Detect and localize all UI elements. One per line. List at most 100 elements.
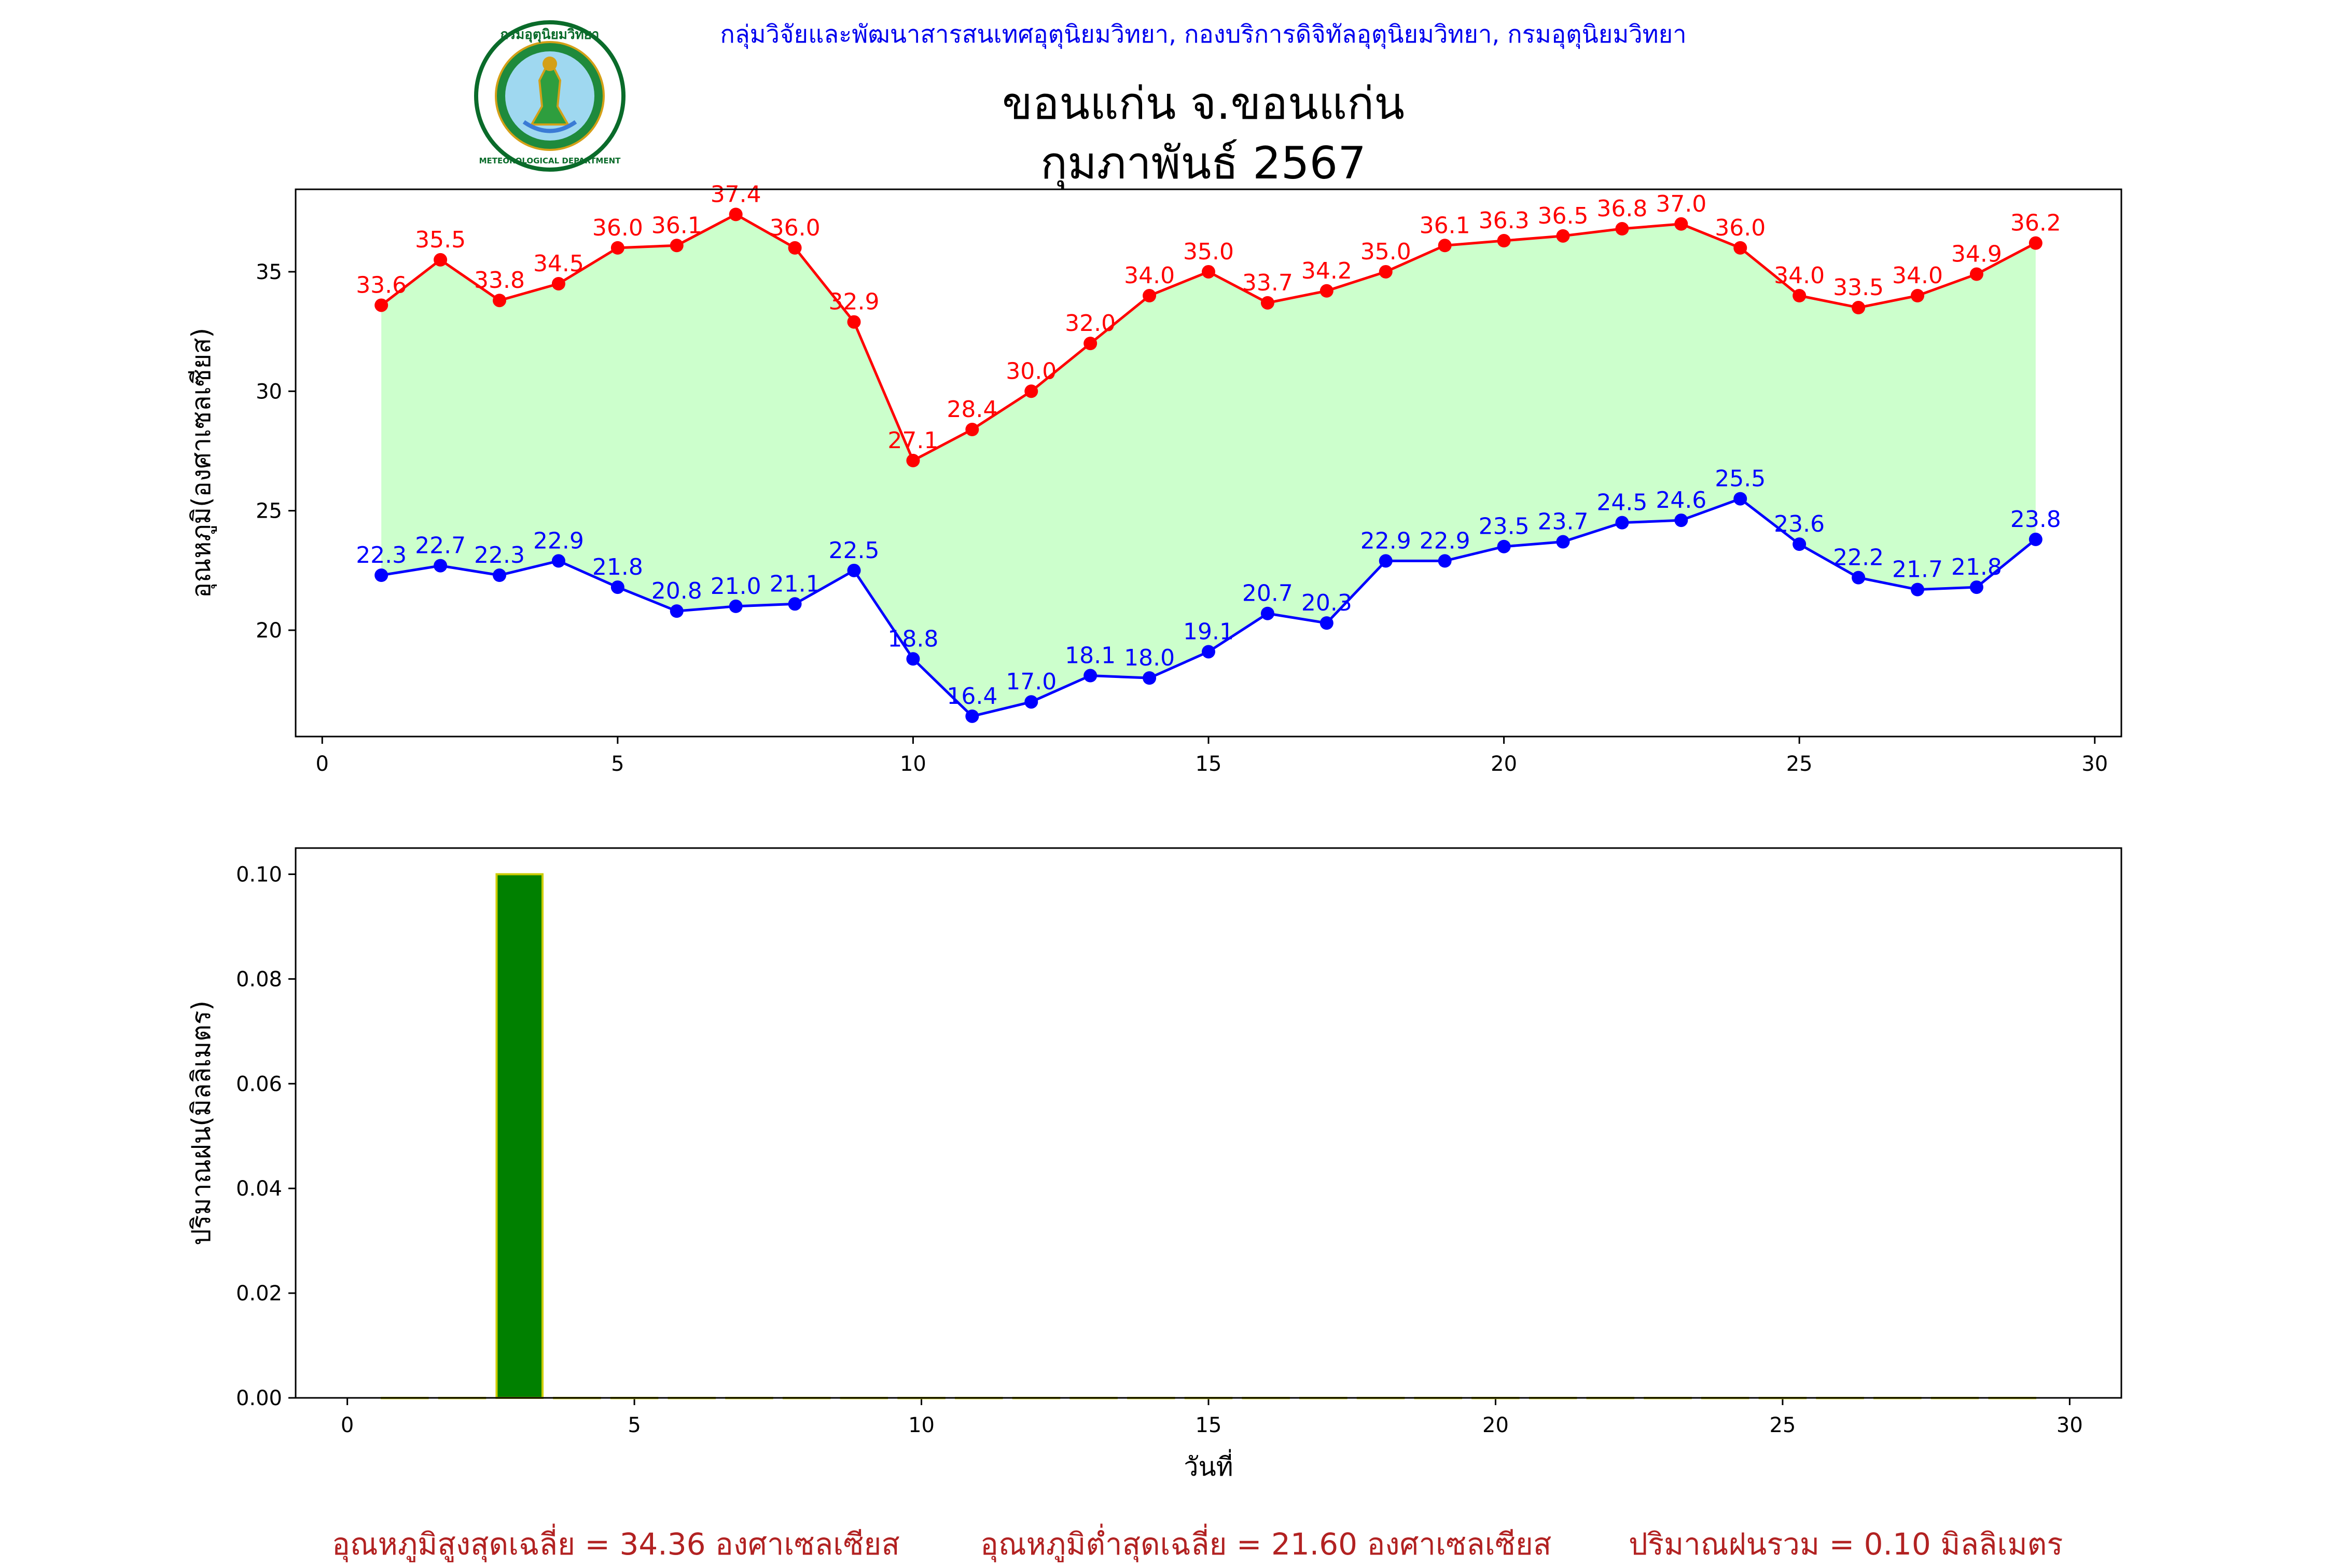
x-tick-label: 15: [1196, 1413, 1222, 1437]
x-tick-label: 0: [341, 1413, 354, 1437]
min-temp-point: [1497, 539, 1511, 553]
min-temp-label: 21.8: [1951, 554, 2002, 580]
y-tick-label: 35: [256, 260, 282, 284]
max-temp-point: [1793, 289, 1807, 303]
min-temp-label: 17.0: [1006, 669, 1057, 695]
summary-bar: อุณหภูมิสูงสุดเฉลี่ย = 34.36 องศาเซลเซีย…: [0, 1520, 2334, 1562]
y-tick-label: 0.06: [236, 1072, 282, 1096]
min-temp-point: [1083, 669, 1097, 683]
temperature-range-fill: [381, 214, 2036, 716]
max-temp-label: 33.6: [356, 272, 407, 298]
x-tick-label: 10: [900, 752, 926, 776]
max-temp-point: [1852, 301, 1866, 315]
max-temp-point: [847, 315, 861, 329]
min-temp-label: 23.6: [1774, 511, 1825, 537]
min-temp-point: [610, 580, 624, 594]
max-temp-point: [965, 423, 979, 437]
x-tick-label: 10: [908, 1413, 935, 1437]
max-temp-point: [1615, 222, 1629, 236]
min-temp-point: [788, 597, 802, 611]
max-temp-point: [1910, 289, 1924, 303]
min-temp-point: [1852, 571, 1866, 585]
svg-text:กรมอุตุนิยมวิทยา: กรมอุตุนิยมวิทยา: [500, 27, 599, 43]
max-temp-point: [1260, 296, 1274, 310]
max-temp-point: [610, 241, 624, 255]
max-temp-point: [1083, 337, 1097, 351]
max-temp-point: [493, 294, 507, 308]
max-temp-point: [1556, 229, 1570, 243]
min-temp-point: [1674, 514, 1688, 528]
total-rainfall: ปริมาณฝนรวม = 0.10 มิลลิเมตร: [1629, 1527, 2063, 1562]
min-temp-point: [1556, 535, 1570, 549]
max-temp-point: [1143, 289, 1157, 303]
temperature-plot-frame: [295, 188, 2122, 738]
max-temp-label: 36.0: [770, 215, 821, 241]
min-temp-point: [493, 568, 507, 582]
organization-line: กลุ่มวิจัยและพัฒนาสารสนเทศอุตุนิยมวิทยา,…: [720, 20, 1687, 49]
max-temp-label: 34.0: [1774, 262, 1825, 289]
y-tick-label: 0.00: [236, 1386, 282, 1410]
max-temp-label: 32.9: [829, 289, 880, 315]
svg-text:METEOROLOGICAL DEPARTMENT: METEOROLOGICAL DEPARTMENT: [479, 156, 621, 165]
max-temp-point: [729, 207, 743, 221]
max-temp-label: 34.9: [1951, 241, 2002, 268]
min-temp-point: [670, 604, 684, 618]
y-axis-label: ปริมาณฝน(มิลลิเมตร): [186, 1001, 216, 1245]
x-tick-label: 30: [2081, 752, 2108, 776]
max-temp-label: 36.5: [1538, 203, 1589, 229]
min-temp-point: [1438, 554, 1452, 568]
min-temp-label: 22.5: [829, 537, 880, 564]
x-axis-label: วันที่: [1184, 1449, 1233, 1482]
max-temp-label: 35.0: [1360, 239, 1411, 265]
max-temp-label: 35.0: [1183, 239, 1234, 265]
max-temp-label: 36.2: [2010, 210, 2061, 237]
min-temp-point: [965, 709, 979, 723]
max-temp-label: 36.8: [1596, 196, 1647, 222]
x-tick-label: 25: [1769, 1413, 1796, 1437]
min-temp-label: 25.5: [1715, 466, 1766, 492]
rain-bar: [495, 873, 544, 1399]
min-temp-point: [1143, 671, 1157, 685]
station-title: ขอนแก่น จ.ขอนแก่น: [1002, 78, 1405, 130]
y-tick-label: 0.02: [236, 1282, 282, 1306]
min-temp-label: 22.3: [356, 542, 407, 568]
y-tick-label: 25: [256, 499, 282, 523]
min-temp-point: [1615, 516, 1629, 530]
max-temp-label: 37.4: [711, 181, 761, 207]
min-temp-label: 21.7: [1892, 557, 1943, 583]
min-temp-label: 21.0: [711, 573, 761, 600]
max-temp-label: 30.0: [1006, 358, 1057, 384]
min-temp-point: [551, 554, 565, 568]
max-temp-point: [788, 241, 802, 255]
min-temp-point: [906, 652, 920, 666]
meteorological-department-logo: กรมอุตุนิยมวิทยา METEOROLOGICAL DEPARTME…: [474, 20, 626, 172]
max-temp-label: 36.1: [651, 212, 702, 239]
min-temp-label: 20.8: [651, 578, 702, 604]
min-temp-label: 18.8: [887, 626, 938, 652]
x-tick-label: 5: [611, 752, 624, 776]
max-temp-label: 35.5: [415, 227, 466, 253]
max-temp-point: [1024, 384, 1038, 398]
min-temp-point: [847, 563, 861, 577]
min-temp-point: [1969, 580, 1983, 594]
min-temp-point: [1024, 695, 1038, 709]
x-tick-label: 0: [316, 752, 329, 776]
y-tick-label: 20: [256, 619, 282, 643]
max-temp-label: 36.1: [1420, 212, 1470, 239]
max-temp-point: [1319, 284, 1333, 298]
min-temp-label: 20.3: [1301, 590, 1352, 616]
max-temp-label: 34.0: [1124, 262, 1175, 289]
max-temp-label: 36.3: [1479, 207, 1530, 234]
min-temp-label: 23.7: [1538, 509, 1589, 535]
min-temp-point: [434, 559, 448, 573]
min-temp-label: 16.4: [947, 683, 997, 710]
max-temp-label: 33.8: [474, 267, 525, 294]
max-temp-label: 33.7: [1242, 270, 1293, 296]
max-temp-label: 32.0: [1065, 310, 1116, 337]
min-temp-point: [2029, 532, 2043, 546]
y-tick-label: 0.04: [236, 1177, 282, 1201]
max-temp-label: 28.4: [947, 396, 997, 423]
max-temp-point: [906, 453, 920, 467]
